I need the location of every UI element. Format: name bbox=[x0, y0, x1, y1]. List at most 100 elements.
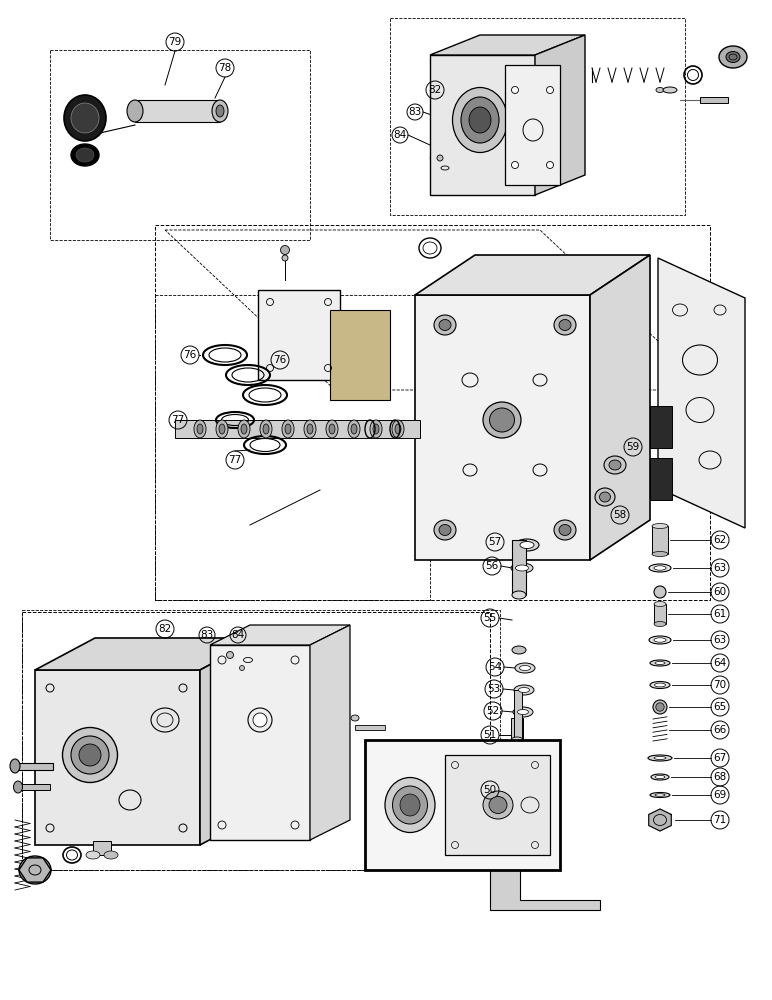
Bar bbox=[650, 406, 672, 448]
Polygon shape bbox=[310, 625, 350, 840]
Ellipse shape bbox=[226, 652, 233, 658]
Polygon shape bbox=[505, 65, 560, 185]
Ellipse shape bbox=[79, 744, 101, 766]
Ellipse shape bbox=[600, 492, 611, 502]
Ellipse shape bbox=[654, 601, 666, 606]
Polygon shape bbox=[35, 670, 200, 845]
Ellipse shape bbox=[263, 424, 269, 434]
Ellipse shape bbox=[351, 715, 359, 721]
Bar bbox=[512, 540, 526, 595]
Ellipse shape bbox=[434, 315, 456, 335]
Ellipse shape bbox=[64, 95, 106, 141]
Text: 69: 69 bbox=[713, 790, 726, 800]
Ellipse shape bbox=[654, 566, 666, 570]
Ellipse shape bbox=[285, 424, 291, 434]
Ellipse shape bbox=[512, 646, 526, 654]
Text: 64: 64 bbox=[713, 658, 726, 668]
Ellipse shape bbox=[513, 707, 533, 717]
Ellipse shape bbox=[655, 703, 664, 711]
Ellipse shape bbox=[520, 666, 530, 670]
Text: 67: 67 bbox=[713, 753, 726, 763]
Ellipse shape bbox=[489, 796, 507, 814]
Ellipse shape bbox=[194, 420, 206, 438]
Ellipse shape bbox=[511, 563, 533, 573]
Ellipse shape bbox=[554, 315, 576, 335]
Bar bbox=[654, 604, 666, 624]
Ellipse shape bbox=[514, 758, 522, 762]
Ellipse shape bbox=[650, 660, 670, 666]
Ellipse shape bbox=[519, 688, 530, 692]
Ellipse shape bbox=[604, 456, 626, 474]
Ellipse shape bbox=[461, 97, 499, 143]
Text: 50: 50 bbox=[483, 785, 496, 795]
Ellipse shape bbox=[329, 424, 335, 434]
Text: 53: 53 bbox=[487, 684, 500, 694]
Ellipse shape bbox=[385, 778, 435, 832]
Bar bbox=[511, 718, 523, 740]
Polygon shape bbox=[135, 100, 220, 122]
Text: 54: 54 bbox=[489, 662, 502, 672]
Ellipse shape bbox=[515, 539, 539, 551]
Polygon shape bbox=[330, 310, 390, 400]
Ellipse shape bbox=[348, 420, 360, 438]
Ellipse shape bbox=[517, 710, 529, 714]
Ellipse shape bbox=[104, 851, 118, 859]
Ellipse shape bbox=[197, 424, 203, 434]
Ellipse shape bbox=[652, 524, 668, 528]
Text: 59: 59 bbox=[626, 442, 640, 452]
Text: 82: 82 bbox=[428, 85, 442, 95]
Text: 51: 51 bbox=[483, 730, 496, 740]
Ellipse shape bbox=[595, 488, 615, 506]
Ellipse shape bbox=[10, 759, 20, 773]
Ellipse shape bbox=[392, 420, 404, 438]
Text: 76: 76 bbox=[184, 350, 197, 360]
Ellipse shape bbox=[439, 524, 451, 536]
Text: 83: 83 bbox=[408, 107, 422, 117]
Polygon shape bbox=[590, 255, 650, 560]
Polygon shape bbox=[415, 255, 650, 295]
Ellipse shape bbox=[253, 713, 267, 727]
Ellipse shape bbox=[512, 591, 526, 599]
Polygon shape bbox=[535, 35, 585, 195]
Ellipse shape bbox=[547, 161, 554, 168]
Bar bbox=[365, 740, 560, 870]
Ellipse shape bbox=[655, 662, 665, 664]
Ellipse shape bbox=[216, 105, 224, 117]
Text: 84: 84 bbox=[232, 630, 245, 640]
Polygon shape bbox=[175, 420, 420, 438]
Polygon shape bbox=[445, 755, 550, 855]
Ellipse shape bbox=[219, 424, 225, 434]
Ellipse shape bbox=[282, 255, 288, 261]
Ellipse shape bbox=[650, 792, 670, 798]
Polygon shape bbox=[210, 645, 310, 840]
Ellipse shape bbox=[13, 781, 22, 793]
Ellipse shape bbox=[554, 520, 576, 540]
Text: 66: 66 bbox=[713, 725, 726, 735]
Ellipse shape bbox=[212, 100, 228, 122]
Polygon shape bbox=[258, 290, 340, 380]
Ellipse shape bbox=[655, 794, 665, 796]
Ellipse shape bbox=[512, 87, 519, 94]
Ellipse shape bbox=[654, 756, 666, 760]
Ellipse shape bbox=[547, 87, 554, 94]
Bar bbox=[355, 725, 385, 730]
Ellipse shape bbox=[483, 402, 521, 438]
Text: 78: 78 bbox=[218, 63, 232, 73]
Text: 56: 56 bbox=[486, 561, 499, 571]
Ellipse shape bbox=[653, 700, 667, 714]
Text: 65: 65 bbox=[713, 702, 726, 712]
Text: 63: 63 bbox=[713, 563, 726, 573]
Ellipse shape bbox=[241, 424, 247, 434]
Ellipse shape bbox=[260, 420, 272, 438]
Ellipse shape bbox=[469, 107, 491, 133]
Ellipse shape bbox=[307, 424, 313, 434]
Polygon shape bbox=[430, 35, 585, 55]
Ellipse shape bbox=[434, 520, 456, 540]
Bar bbox=[514, 690, 522, 760]
Ellipse shape bbox=[71, 736, 109, 774]
Bar bbox=[650, 458, 672, 500]
Text: 71: 71 bbox=[713, 815, 726, 825]
Ellipse shape bbox=[512, 161, 519, 168]
Ellipse shape bbox=[516, 565, 529, 571]
Ellipse shape bbox=[649, 564, 671, 572]
